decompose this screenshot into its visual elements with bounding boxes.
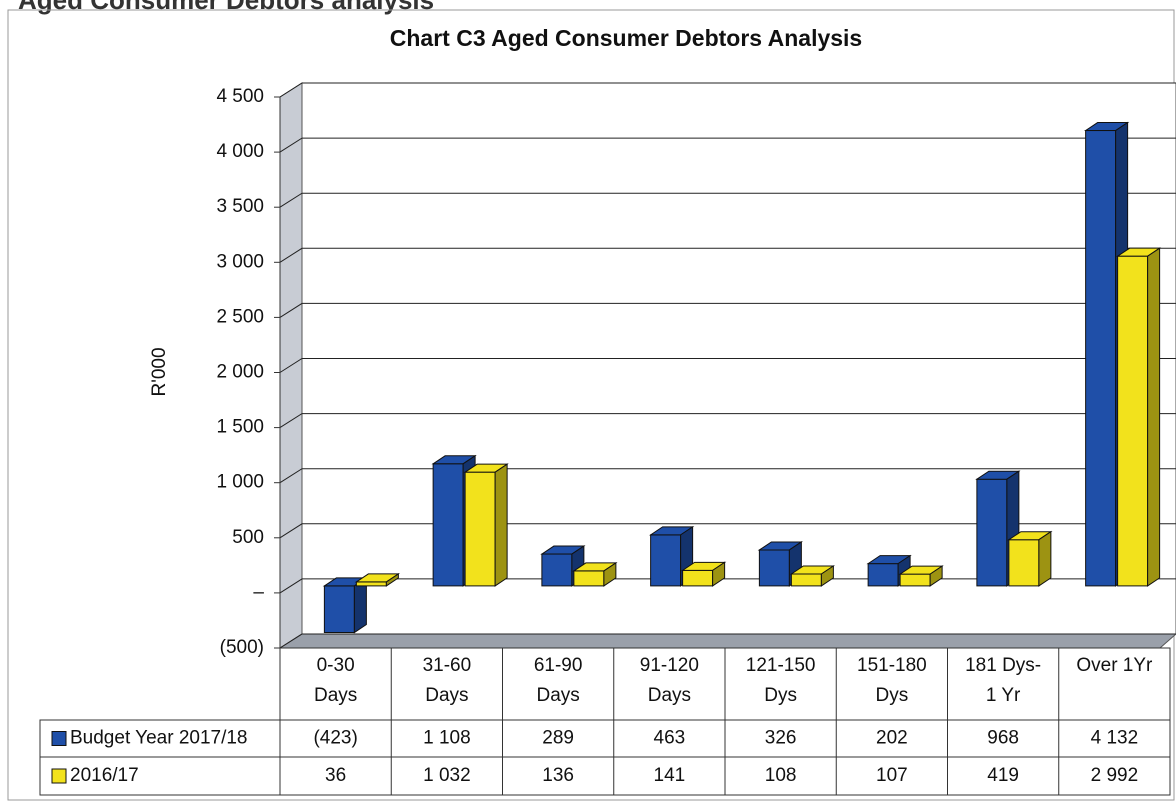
table-value: 463	[654, 728, 686, 749]
y-axis-label: R'000	[149, 347, 170, 396]
x-tick-label: Over 1Yr	[1076, 655, 1153, 676]
bar-front	[899, 573, 931, 587]
y-tick-label: 4 500	[216, 86, 264, 107]
table-value: 1 108	[423, 728, 471, 749]
table-value: 107	[876, 765, 908, 786]
table-value: 968	[987, 728, 1019, 749]
x-tick-label: 151-180	[857, 655, 927, 676]
y-tick-label: 3 000	[216, 251, 264, 272]
table-value: 108	[765, 765, 797, 786]
bar	[898, 565, 944, 587]
legend-swatch	[51, 731, 67, 746]
bar-front	[1008, 539, 1040, 587]
table-value: 36	[325, 765, 346, 786]
bar-front	[1117, 255, 1149, 587]
bar-front	[790, 573, 822, 587]
bar	[354, 572, 401, 587]
bar-front	[650, 534, 682, 587]
y-tick-label: 1 500	[216, 417, 264, 438]
grid-line	[279, 302, 1176, 318]
bar	[463, 463, 509, 587]
bar-side	[820, 565, 834, 587]
legend-swatch	[51, 768, 67, 784]
floor	[278, 633, 1176, 649]
grid-line	[279, 358, 1176, 373]
bar-side	[712, 561, 726, 587]
bar-front	[976, 478, 1008, 587]
grid-line	[279, 413, 1176, 429]
grid-line	[279, 137, 1176, 153]
x-tick-label: Days	[536, 685, 579, 706]
bar-front	[355, 581, 387, 587]
bar-front	[541, 553, 573, 587]
table-value: 136	[542, 765, 574, 786]
y-tick-label: 3 500	[216, 196, 264, 217]
bar-front	[464, 471, 496, 587]
x-tick-label: 121-150	[746, 655, 816, 676]
page-heading: Aged Consumer Debtors analysis	[18, 0, 434, 15]
bar	[680, 561, 727, 587]
y-tick-label: –	[253, 582, 264, 603]
y-tick-label: 4 000	[216, 141, 264, 162]
x-tick-label: 31-60	[423, 655, 472, 676]
grid-line	[279, 247, 1176, 263]
bar-front	[1085, 130, 1117, 587]
x-tick-label: 1 Yr	[986, 685, 1021, 706]
table-value: 326	[765, 728, 797, 749]
y-tick-label: 1 000	[216, 472, 264, 493]
y-tick-label: (500)	[220, 637, 264, 658]
bar-side	[1147, 247, 1161, 587]
x-tick-label: Dys	[764, 685, 797, 706]
table-value: 2 992	[1091, 765, 1139, 786]
bar-side	[494, 463, 508, 587]
y-tick-label: 2 000	[216, 362, 264, 383]
bar	[1007, 530, 1053, 587]
y-tick-label: 500	[232, 527, 264, 548]
grid-line	[279, 82, 1176, 98]
x-tick-label: Days	[648, 685, 691, 706]
bar	[1115, 247, 1162, 587]
chart-title: Chart C3 Aged Consumer Debtors Analysis	[390, 25, 862, 51]
bar-front	[432, 463, 464, 587]
table-value: 4 132	[1091, 728, 1139, 749]
bar-front	[758, 549, 790, 587]
grid-line	[279, 468, 1176, 484]
y-tick-label: 2 500	[216, 306, 264, 327]
bar-side	[1038, 530, 1052, 587]
bar-side	[929, 565, 943, 587]
bar-side	[603, 561, 617, 587]
bar	[572, 561, 618, 587]
bar-front	[323, 585, 355, 634]
x-tick-label: 91-120	[640, 655, 699, 676]
x-tick-label: Days	[314, 685, 357, 706]
grid-line	[279, 192, 1176, 208]
table-value: 419	[987, 765, 1019, 786]
bar-side	[385, 572, 399, 587]
bar	[789, 565, 836, 587]
x-tick-label: 61-90	[534, 655, 583, 676]
legend-label: 2016/17	[70, 765, 139, 786]
bar-front	[867, 563, 899, 587]
table-value: (423)	[313, 728, 357, 749]
table-value: 141	[654, 765, 686, 786]
x-tick-label: 0-30	[317, 655, 355, 676]
legend-label: Budget Year 2017/18	[70, 728, 248, 749]
table-value: 289	[542, 728, 574, 749]
x-tick-label: Days	[425, 685, 468, 706]
bar-front	[573, 570, 605, 587]
table-value: 1 032	[423, 765, 471, 786]
grid-line	[279, 523, 1176, 539]
table-value: 202	[876, 728, 908, 749]
grid-line	[279, 633, 1176, 649]
bar-front	[682, 569, 714, 587]
x-tick-label: Dys	[876, 685, 909, 706]
x-tick-label: 181 Dys-	[965, 655, 1041, 676]
